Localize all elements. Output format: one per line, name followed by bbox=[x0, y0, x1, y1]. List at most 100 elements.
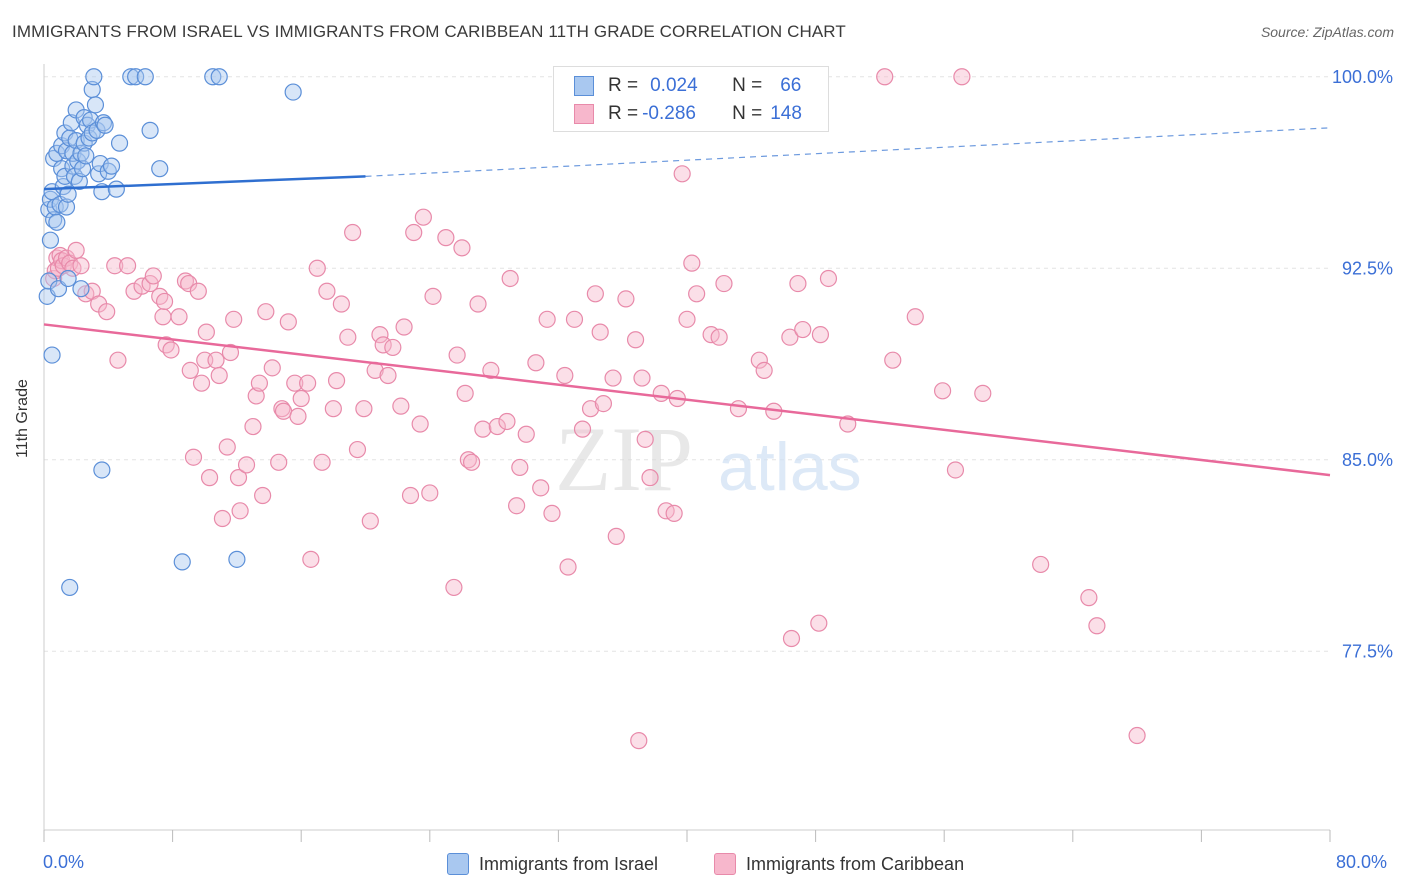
legend-israel-label: Immigrants from Israel bbox=[479, 853, 659, 874]
caribbean-point bbox=[715, 274, 733, 293]
caribbean-point bbox=[1032, 555, 1050, 574]
israel-swatch bbox=[574, 76, 594, 96]
x-tick-min: 0.0% bbox=[43, 852, 85, 872]
caribbean-point bbox=[197, 323, 215, 341]
caribbean-point bbox=[469, 295, 487, 313]
israel-point bbox=[204, 68, 222, 86]
caribbean-point bbox=[424, 287, 442, 305]
caribbean-point bbox=[313, 453, 331, 471]
israel-point bbox=[122, 68, 140, 86]
caribbean-point bbox=[538, 310, 556, 328]
caribbean-point bbox=[237, 456, 256, 474]
israel-point bbox=[228, 550, 246, 568]
israel-point bbox=[77, 147, 95, 165]
caribbean-point bbox=[819, 269, 838, 288]
legend-row-israel: R = 0.024 N = 66 bbox=[574, 72, 801, 100]
caribbean-point bbox=[586, 285, 604, 303]
caribbean-point bbox=[789, 274, 807, 293]
caribbean-point bbox=[405, 223, 423, 242]
caribbean-point bbox=[207, 351, 225, 369]
caribbean-point bbox=[250, 374, 269, 392]
caribbean-point bbox=[630, 732, 648, 750]
correlation-legend: R = 0.024 N = 66 R = -0.286 N = 148 bbox=[553, 66, 829, 132]
caribbean-r-label: R = bbox=[608, 103, 639, 124]
caribbean-point bbox=[636, 430, 654, 448]
caribbean-point bbox=[474, 420, 492, 438]
y-tick-label: 77.5% bbox=[1342, 641, 1393, 661]
israel-point bbox=[173, 553, 191, 571]
israel-n-label: N = bbox=[732, 75, 763, 96]
caribbean-point bbox=[144, 267, 162, 285]
caribbean-point bbox=[683, 254, 701, 272]
caribbean-point bbox=[244, 417, 262, 436]
israel-point bbox=[72, 280, 90, 298]
caribbean-point bbox=[181, 361, 199, 379]
caribbean-point bbox=[607, 527, 625, 545]
caribbean-point bbox=[401, 486, 420, 505]
israel-point bbox=[99, 162, 117, 180]
caribbean-point bbox=[459, 451, 477, 469]
caribbean-point bbox=[189, 282, 207, 300]
israel-point bbox=[70, 172, 88, 191]
caribbean-point bbox=[641, 469, 659, 487]
caribbean-point bbox=[332, 295, 350, 313]
caribbean-point bbox=[543, 504, 561, 522]
caribbean-point bbox=[573, 420, 592, 438]
caribbean-point bbox=[617, 290, 635, 308]
caribbean-point bbox=[876, 68, 894, 86]
caribbean-point bbox=[974, 384, 992, 402]
watermark-atlas: atlas bbox=[718, 429, 862, 505]
caribbean-point bbox=[729, 400, 748, 418]
caribbean-point bbox=[72, 257, 90, 275]
israel-point bbox=[96, 116, 114, 134]
source-label: Source: ZipAtlas.com bbox=[1260, 24, 1394, 40]
legend-row-caribbean: R = -0.286 N = 148 bbox=[574, 100, 802, 128]
caribbean-point bbox=[192, 374, 211, 392]
y-tick-label: 100.0% bbox=[1332, 67, 1393, 87]
legend-caribbean-swatch bbox=[714, 853, 736, 875]
israel-point bbox=[86, 96, 105, 114]
caribbean-point bbox=[591, 323, 609, 341]
israel-point bbox=[102, 157, 121, 175]
caribbean-point bbox=[652, 384, 670, 402]
caribbean-point bbox=[324, 400, 342, 418]
israel-point bbox=[45, 211, 63, 229]
israel-point bbox=[83, 124, 101, 142]
caribbean-point bbox=[794, 320, 812, 339]
caribbean-point bbox=[318, 282, 336, 300]
caribbean-point bbox=[810, 614, 828, 632]
caribbean-point bbox=[279, 313, 297, 331]
caribbean-point bbox=[527, 354, 545, 372]
y-tick-label: 85.0% bbox=[1342, 450, 1393, 470]
legend-item-israel: Immigrants from Israel bbox=[447, 852, 658, 876]
caribbean-point bbox=[445, 578, 463, 597]
israel-point bbox=[151, 160, 169, 178]
caribbean-point bbox=[302, 550, 320, 568]
caribbean-point bbox=[151, 287, 169, 305]
caribbean-point bbox=[946, 461, 965, 479]
israel-point bbox=[107, 180, 125, 198]
caribbean-point bbox=[594, 394, 613, 413]
israel-point bbox=[127, 68, 145, 86]
caribbean-point bbox=[176, 272, 195, 290]
caribbean-point bbox=[289, 407, 307, 425]
caribbean-point bbox=[308, 259, 326, 277]
israel-point bbox=[43, 346, 61, 364]
caribbean-point bbox=[379, 366, 397, 385]
caribbean-point bbox=[229, 469, 248, 487]
israel-trend-extension bbox=[365, 127, 1331, 177]
caribbean-point bbox=[371, 326, 389, 344]
caribbean-point bbox=[270, 453, 288, 471]
trend-lines bbox=[43, 127, 1331, 477]
caribbean-point bbox=[213, 509, 232, 528]
caribbean-point bbox=[508, 497, 526, 515]
caribbean-point bbox=[710, 328, 728, 346]
israel-point bbox=[57, 198, 76, 216]
caribbean-point bbox=[462, 453, 481, 471]
x-tick-max: 80.0% bbox=[1336, 852, 1388, 872]
caribbean-point bbox=[225, 310, 243, 328]
caribbean-n-label: N = bbox=[732, 103, 763, 124]
caribbean-point bbox=[884, 351, 902, 369]
israel-point bbox=[59, 185, 77, 203]
